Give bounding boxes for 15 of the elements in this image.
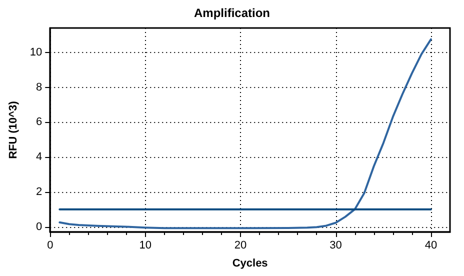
x-tick-label: 0 [47,240,54,252]
y-tick-label: 4 [36,151,42,164]
x-tick-label: 20 [234,240,247,252]
x-tick-label: 40 [424,240,438,252]
x-tick-label: 30 [330,240,342,252]
chart-title: Amplification [194,6,270,20]
y-tick-label: 6 [36,116,42,128]
y-tick-label: 2 [36,186,42,198]
y-axis-title: RFU (10^3) [8,100,20,159]
x-axis-title: Cycles [232,258,268,270]
y-tick-label: 0 [36,220,42,233]
x-tick-label: 10 [139,240,152,252]
line-series [58,38,432,230]
y-tick-label: 8 [36,81,42,94]
y-tick-label: 10 [30,46,42,58]
